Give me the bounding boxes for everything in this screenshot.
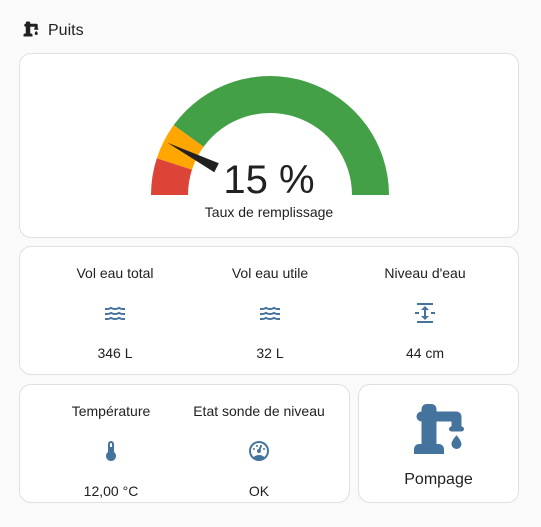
- entity-state: OK: [248, 483, 270, 499]
- arrow-expand-vertical-icon: [413, 301, 437, 325]
- gauge-segment-0: [151, 158, 193, 195]
- entity-etat-sonde[interactable]: Etat sonde de niveau OK: [180, 401, 338, 501]
- gauge-value: 15 %: [223, 158, 315, 202]
- thermometer-icon: [99, 439, 123, 463]
- waves-icon: [103, 301, 127, 325]
- sensors-card: Vol eau total 346 L Vol eau utile 32 L N…: [19, 246, 519, 375]
- gauge-icon: [247, 439, 271, 463]
- water-pump-icon: [409, 399, 469, 464]
- pompage-label: Pompage: [404, 471, 473, 488]
- entity-temperature[interactable]: Température 12,00 °C: [46, 401, 176, 501]
- entity-state: 12,00 °C: [83, 483, 139, 499]
- entity-name: Température: [71, 403, 151, 419]
- gauge-segment-1: [156, 125, 204, 170]
- gauge-segment-2: [173, 75, 389, 195]
- gauge-label: Taux de remplissage: [204, 204, 334, 220]
- gauge-card[interactable]: 15 % Taux de remplissage: [19, 53, 519, 238]
- entity-vol-eau-total[interactable]: Vol eau total 346 L: [50, 263, 180, 363]
- waves-icon: [258, 301, 282, 325]
- entity-niveau-eau[interactable]: Niveau d'eau 44 cm: [360, 263, 490, 363]
- entity-state: 32 L: [256, 345, 284, 361]
- entity-vol-eau-utile[interactable]: Vol eau utile 32 L: [205, 263, 335, 363]
- entity-state: 346 L: [97, 345, 133, 361]
- entity-name: Etat sonde de niveau: [193, 403, 325, 419]
- entity-name: Vol eau total: [76, 265, 154, 281]
- section-header: Puits: [22, 18, 84, 44]
- entity-state: 44 cm: [405, 345, 445, 361]
- gauge-needle: [167, 142, 219, 173]
- section-title: Puits: [48, 22, 84, 39]
- water-pump-icon: [22, 20, 40, 43]
- status-card: Température 12,00 °C Etat sonde de nivea…: [19, 384, 350, 503]
- pompage-button[interactable]: Pompage: [358, 384, 519, 503]
- entity-name: Vol eau utile: [231, 265, 309, 281]
- fill-gauge: [151, 75, 389, 195]
- entity-name: Niveau d'eau: [384, 265, 466, 281]
